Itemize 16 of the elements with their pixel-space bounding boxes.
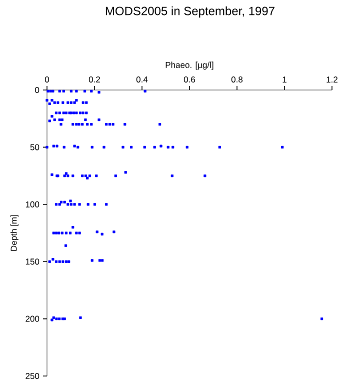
y-tick-label: 100 xyxy=(26,201,40,208)
y-tick-label: 200 xyxy=(26,316,40,322)
x-axis-title: Phaeo. [µg/l] xyxy=(166,62,214,70)
x-tick-label: 0.4 xyxy=(136,76,148,82)
x-tick-label: 1.2 xyxy=(326,76,338,82)
x-tick-label: 0 xyxy=(44,76,50,82)
chart-title: MODS2005 in September, 1997 xyxy=(106,6,274,18)
y-tick-label: 250 xyxy=(26,373,40,380)
y-axis-title: Depth [m] xyxy=(10,215,18,251)
y-tick-label: 50 xyxy=(30,144,40,150)
x-tick-label: 1 xyxy=(282,76,286,82)
y-tick-label: 150 xyxy=(26,258,40,265)
x-tick-label: 0.6 xyxy=(184,76,196,82)
x-tick-label: 0.8 xyxy=(231,76,243,82)
y-tick-label: 0 xyxy=(35,87,40,94)
x-tick-label: 0.2 xyxy=(88,76,100,82)
